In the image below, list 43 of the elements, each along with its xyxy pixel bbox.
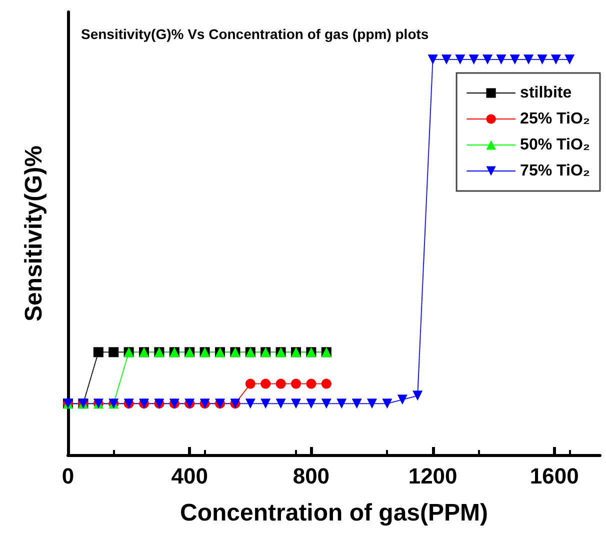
x-axis-title: Concentration of gas(PPM) [180,500,488,526]
point [510,54,520,64]
point [524,54,534,64]
point [367,398,377,409]
point [306,398,316,409]
point [336,398,347,409]
point [537,54,548,64]
point [260,398,271,409]
point [291,378,301,389]
point [496,54,506,64]
point [482,54,493,64]
point [321,378,332,389]
point [352,398,362,409]
point [260,378,271,389]
point [291,398,301,409]
y-axis-title: Sensitivity(G)% [20,145,48,322]
point [564,54,575,64]
point [276,378,286,389]
point [468,54,479,64]
point [382,398,392,409]
point [441,54,452,64]
point [455,54,466,64]
x-tick-label: 1600 [530,464,579,488]
point [306,378,316,389]
x-tick-label: 1200 [408,464,458,488]
point [93,347,104,358]
point [321,398,332,409]
point [550,54,561,64]
point [276,398,286,409]
point [428,54,438,64]
point [108,347,119,358]
x-tick-label: 400 [171,464,208,488]
x-tick-label: 800 [292,464,330,488]
point [397,394,408,405]
point [245,398,256,409]
legend-label: stilbite [520,84,572,102]
legend-label: 25% TiO₂ [520,110,590,128]
chart-title: Sensitivity(G)% Vs Concentration of gas (ppm) plots [81,26,429,42]
point [412,390,423,401]
point [245,378,256,389]
legend-label: 50% TiO₂ [520,136,590,154]
x-tick-label: 0 [62,464,74,488]
legend-label: 75% TiO₂ [520,162,590,180]
